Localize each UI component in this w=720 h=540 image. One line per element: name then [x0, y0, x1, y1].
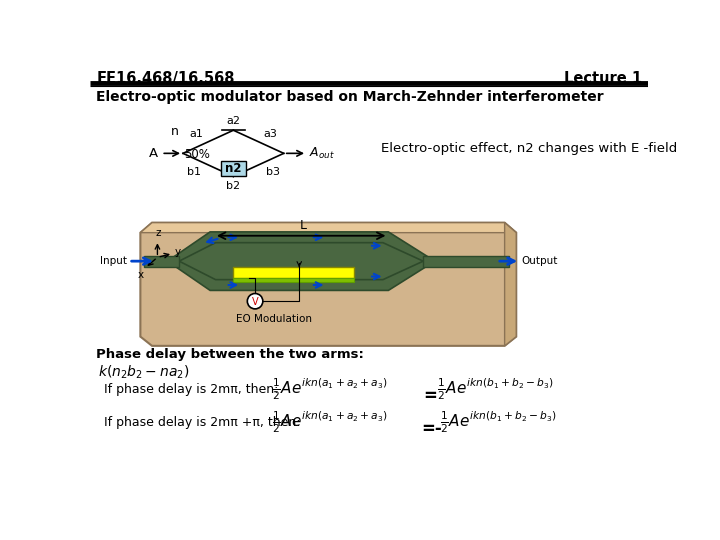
- Text: $k(n_2b_2 - na_2)$: $k(n_2b_2 - na_2)$: [98, 363, 189, 381]
- Polygon shape: [233, 267, 354, 278]
- Polygon shape: [140, 222, 516, 346]
- Text: EE16.468/16.568: EE16.468/16.568: [96, 71, 235, 86]
- Text: $\frac{1}{2}Ae^{ikn(b_1+b_2-b_3)}$: $\frac{1}{2}Ae^{ikn(b_1+b_2-b_3)}$: [441, 410, 557, 435]
- Text: y: y: [174, 247, 181, 257]
- Text: Electro-optic modulator based on March-Zehnder interferometer: Electro-optic modulator based on March-Z…: [96, 90, 604, 104]
- Text: $A_{out}$: $A_{out}$: [310, 146, 335, 161]
- Text: $\frac{1}{2}Ae^{ikn(a_1+a_2+a_3)}$: $\frac{1}{2}Ae^{ikn(a_1+a_2+a_3)}$: [272, 410, 388, 435]
- Text: Output: Output: [522, 256, 558, 266]
- Text: b3: b3: [266, 167, 280, 177]
- Text: If phase delay is 2mπ +π, then:: If phase delay is 2mπ +π, then:: [104, 416, 300, 429]
- Text: Input: Input: [100, 256, 127, 266]
- Polygon shape: [233, 278, 354, 282]
- Text: n2: n2: [225, 162, 242, 176]
- Text: EO Modulation: EO Modulation: [236, 314, 312, 323]
- Polygon shape: [505, 222, 516, 346]
- Text: 50%: 50%: [184, 148, 210, 161]
- Text: d: d: [304, 270, 311, 280]
- Text: =: =: [423, 387, 437, 404]
- FancyBboxPatch shape: [221, 161, 246, 177]
- Text: x: x: [138, 269, 143, 280]
- Polygon shape: [140, 222, 516, 233]
- Text: $\frac{1}{2}Ae^{ikn(a_1+a_2+a_3)}$: $\frac{1}{2}Ae^{ikn(a_1+a_2+a_3)}$: [272, 377, 388, 402]
- Text: L: L: [300, 219, 307, 232]
- Text: V: V: [252, 297, 258, 307]
- Text: n: n: [171, 125, 179, 138]
- Text: b1: b1: [187, 167, 201, 177]
- Polygon shape: [423, 256, 508, 267]
- Text: Phase delay between the two arms:: Phase delay between the two arms:: [96, 348, 364, 361]
- Text: Electro-optic effect, n2 changes with E -field: Electro-optic effect, n2 changes with E …: [381, 142, 677, 155]
- Text: If phase delay is 2mπ, then:: If phase delay is 2mπ, then:: [104, 383, 279, 396]
- Text: b2: b2: [226, 181, 240, 191]
- Text: Lecture 1: Lecture 1: [564, 71, 642, 86]
- PathPatch shape: [168, 232, 435, 291]
- Text: z: z: [156, 228, 161, 238]
- Text: a2: a2: [226, 116, 240, 126]
- Polygon shape: [144, 256, 179, 267]
- Text: =-: =-: [422, 420, 443, 438]
- Text: A: A: [149, 147, 158, 160]
- Text: a1: a1: [189, 130, 203, 139]
- Circle shape: [248, 294, 263, 309]
- Text: $\frac{1}{2}Ae^{ikn(b_1+b_2-b_3)}$: $\frac{1}{2}Ae^{ikn(b_1+b_2-b_3)}$: [437, 377, 554, 402]
- Text: a3: a3: [264, 130, 277, 139]
